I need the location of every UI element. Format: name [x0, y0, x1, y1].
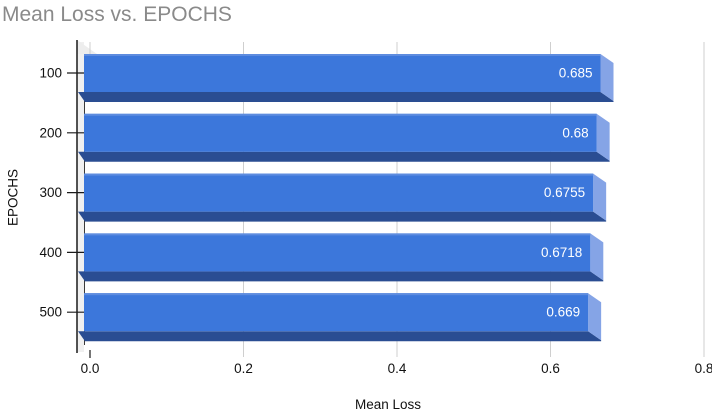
x-axis-title: Mean Loss	[354, 397, 422, 412]
y-axis-title: EPOCHS	[5, 169, 21, 227]
bar-side-cap	[588, 293, 602, 341]
bar-side-cap	[600, 54, 614, 101]
y-tick-label: 200	[39, 125, 62, 140]
axis-wall-top-bevel	[77, 40, 97, 54]
bar-bottom-face	[78, 151, 610, 162]
bar-top-edge	[84, 233, 591, 236]
bar-top-edge	[84, 293, 589, 296]
bar-value-label: 0.669	[546, 305, 580, 320]
y-tick-label: 400	[39, 245, 62, 260]
bar-bottom-face	[78, 271, 604, 282]
bar-front-face	[84, 173, 594, 212]
bar-side-cap	[590, 233, 604, 281]
bar-bottom-face	[78, 331, 602, 342]
bar-bottom-face	[78, 92, 614, 102]
bar-front-face	[84, 113, 597, 152]
y-tick-label: 500	[39, 305, 62, 320]
bar-value-label: 0.68	[562, 125, 588, 140]
axis-wall-3d	[77, 42, 84, 352]
bar-top-edge	[84, 113, 597, 116]
bar-side-cap	[593, 173, 607, 221]
bar-side-cap	[596, 113, 610, 161]
bar-group[interactable]: 0.685	[78, 54, 614, 102]
bar-group[interactable]: 0.6718	[78, 233, 604, 282]
bar-front-face	[84, 54, 601, 92]
bar-group[interactable]: 0.6755	[78, 173, 607, 222]
bar-bottom-face	[78, 211, 607, 222]
bar-group[interactable]: 0.68	[78, 113, 610, 162]
bar-value-label: 0.685	[559, 66, 593, 81]
bar-value-label: 0.6755	[544, 185, 585, 200]
x-tick-label: 0.0	[81, 361, 100, 376]
x-tick-label: 0.4	[388, 361, 407, 376]
bar-group[interactable]: 0.669	[78, 293, 602, 342]
y-tick-label: 300	[39, 185, 62, 200]
x-tick-label: 0.2	[234, 361, 253, 376]
bar-value-label: 0.6718	[541, 245, 582, 260]
x-tick-label: 0.8	[695, 361, 712, 376]
bar-top-edge	[84, 54, 601, 56]
bar-front-face	[84, 293, 589, 332]
chart-title: Mean Loss vs. EPOCHS	[2, 3, 232, 26]
bar-top-edge	[84, 173, 594, 176]
bar-front-face	[84, 233, 591, 272]
x-tick-label: 0.6	[541, 361, 560, 376]
y-tick-label: 100	[39, 66, 62, 81]
